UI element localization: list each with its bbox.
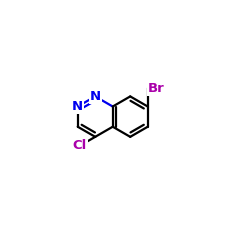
Text: N: N [90, 90, 101, 103]
Text: Br: Br [148, 82, 164, 95]
Text: Cl: Cl [72, 140, 86, 152]
Text: N: N [72, 100, 83, 113]
